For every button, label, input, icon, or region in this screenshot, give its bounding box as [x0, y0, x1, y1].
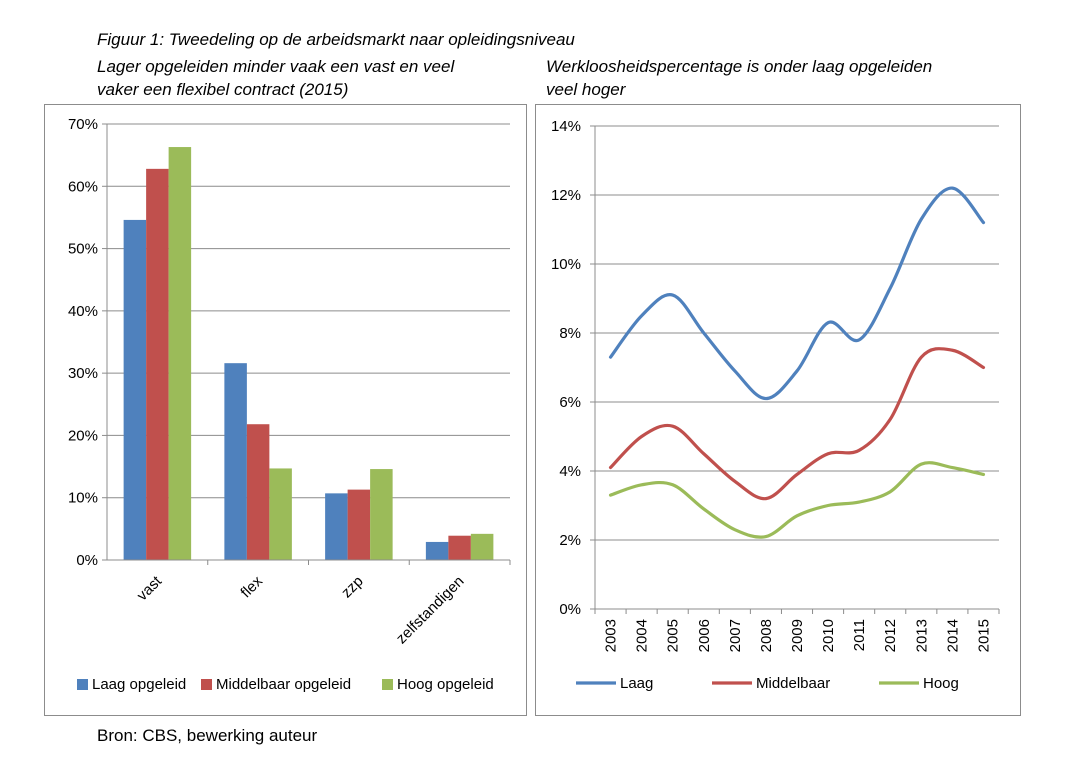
bar	[370, 469, 393, 560]
legend-label: Middelbaar	[756, 675, 830, 692]
x-tick-label: 2014	[944, 619, 961, 652]
category-label: zelfstandigen	[393, 573, 468, 648]
x-tick-label: 2008	[758, 619, 775, 652]
x-tick-label: 2005	[665, 619, 682, 652]
legend-label: Middelbaar opgeleid	[216, 676, 351, 693]
series-line-middelbaar	[608, 347, 986, 501]
y-tick-label: 2%	[559, 532, 581, 549]
line-chart-panel: 0% 2% 4% 6% 8% 10% 12% 14% 2003 2004 2005 2006 2007 2…	[535, 104, 1021, 716]
y-tick-label: 70%	[68, 116, 98, 133]
bar-chart: 0% 10% 20% 30% 40% 50% 60% 70% vast flex zzp zelfst…	[68, 116, 511, 693]
right-subtitle-line-1: Werkloosheidspercentage is onder laag op…	[546, 57, 933, 76]
category-label: flex	[237, 572, 266, 601]
bar	[224, 363, 247, 560]
y-tick-label: 40%	[68, 303, 98, 320]
figure-title: Figuur 1: Tweedeling op de arbeidsmarkt …	[97, 30, 575, 49]
x-tick-label: 2004	[634, 619, 651, 652]
y-tick-label: 8%	[559, 325, 581, 342]
bar	[123, 219, 147, 561]
y-tick-label: 30%	[68, 365, 98, 382]
left-subtitle-line-1: Lager opgeleiden minder vaak een vast en…	[97, 57, 455, 76]
x-tick-label: 2010	[820, 619, 837, 652]
y-tick-label: 20%	[68, 427, 98, 444]
bar	[347, 489, 371, 560]
x-tick-label: 2012	[882, 619, 899, 652]
y-tick-label: 10%	[68, 490, 98, 507]
y-tick-label: 4%	[559, 463, 581, 480]
y-tick-label: 50%	[68, 241, 98, 258]
y-tick-label: 6%	[559, 394, 581, 411]
legend-label: Hoog	[923, 675, 959, 692]
series-line-hoog	[608, 461, 986, 539]
line-chart: 0% 2% 4% 6% 8% 10% 12% 14% 2003 2004 2005 2006 2007 2…	[551, 118, 1000, 692]
legend-label: Laag	[620, 675, 653, 692]
legend-swatch	[201, 679, 212, 690]
y-tick-label: 0%	[76, 552, 98, 569]
series-line-laag	[608, 186, 986, 401]
bar	[325, 493, 348, 560]
bar	[168, 147, 192, 560]
y-tick-label: 12%	[551, 187, 581, 204]
y-tick-label: 10%	[551, 256, 581, 273]
left-subtitle-line-2: vaker een flexibel contract (2015)	[97, 80, 349, 99]
bar	[146, 168, 169, 561]
bar	[246, 424, 270, 560]
legend-swatch	[77, 679, 88, 690]
x-tick-label: 2013	[913, 619, 930, 652]
bar	[448, 535, 471, 560]
category-label: vast	[134, 572, 166, 604]
x-tick-label: 2006	[696, 619, 713, 652]
y-tick-label: 60%	[68, 178, 98, 195]
x-tick-label: 2007	[727, 619, 744, 652]
legend-swatch	[382, 679, 393, 690]
y-tick-label: 0%	[559, 601, 581, 618]
bar	[269, 468, 292, 560]
source-note: Bron: CBS, bewerking auteur	[97, 726, 318, 745]
bar	[425, 541, 449, 560]
x-tick-label: 2015	[975, 619, 992, 652]
x-tick-label: 2009	[789, 619, 806, 652]
right-subtitle-line-2: veel hoger	[546, 80, 626, 99]
x-tick-label: 2003	[603, 619, 620, 652]
y-tick-label: 14%	[551, 118, 581, 135]
bar	[470, 533, 494, 560]
legend-label: Laag opgeleid	[92, 676, 186, 693]
legend-label: Hoog opgeleid	[397, 676, 494, 693]
bar-chart-panel: 0% 10% 20% 30% 40% 50% 60% 70% vast flex zzp zelfst…	[44, 104, 527, 716]
category-label: zzp	[338, 573, 367, 602]
x-tick-label: 2011	[851, 619, 868, 651]
